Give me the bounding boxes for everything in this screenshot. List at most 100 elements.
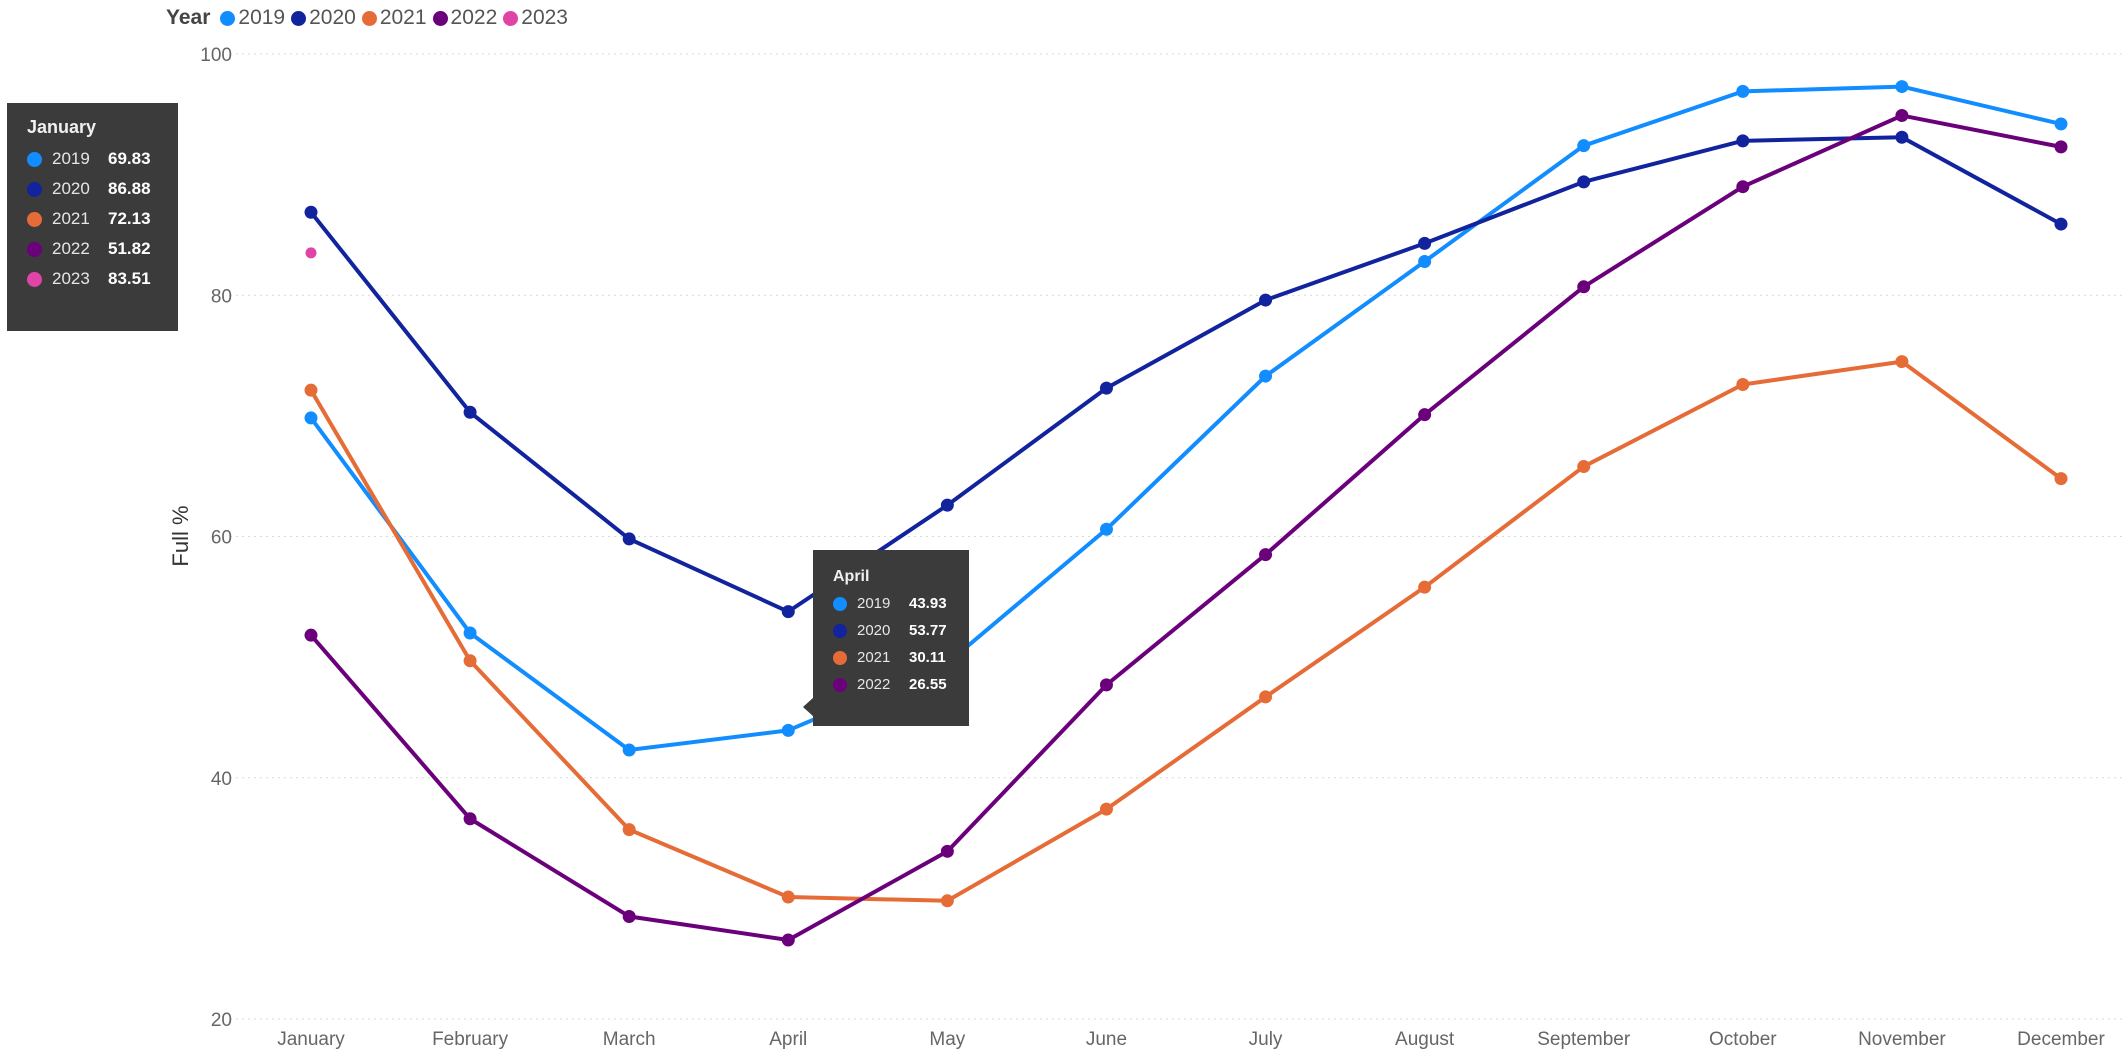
data-point[interactable] [940,844,954,858]
data-point[interactable] [463,626,477,640]
data-point[interactable] [1259,369,1273,383]
tooltip-row: 2021 30.11 [833,644,949,671]
series-2021 [304,355,2068,908]
data-point[interactable] [1418,254,1432,268]
tooltip-year: 2022 [857,676,891,693]
data-point[interactable] [304,628,318,642]
data-point[interactable] [463,405,477,419]
tooltip-pointer-icon [803,697,814,717]
legend-dot-icon [503,10,519,26]
tooltip-value: 69.83 [108,149,151,168]
legend-item-2021[interactable]: 2021 [361,6,427,30]
y-tick-label: 20 [211,1010,232,1031]
legend-item-2020[interactable]: 2020 [291,6,356,30]
legend-title: Year [166,6,211,29]
x-tick-label: January [277,1029,345,1050]
x-tick-label: February [432,1029,509,1050]
data-point[interactable] [1259,293,1273,307]
x-tick-label: March [603,1029,656,1050]
data-point[interactable] [1895,355,1909,369]
data-point[interactable] [1577,460,1591,474]
legend-dot-icon [361,10,377,26]
data-point[interactable] [1895,130,1909,144]
legend-label: 2023 [521,6,568,29]
data-point[interactable] [622,743,636,757]
data-point[interactable] [1099,802,1113,816]
data-point[interactable] [781,890,795,904]
data-point[interactable] [1099,522,1113,536]
data-point[interactable] [1259,548,1273,562]
tooltip-title: January [27,117,97,137]
data-point[interactable] [463,654,477,668]
data-point[interactable] [1736,180,1750,194]
data-point[interactable] [1736,378,1750,392]
data-point[interactable] [622,909,636,923]
data-point[interactable] [1577,175,1591,189]
tooltip-row: 2023 83.51 [27,264,160,294]
data-point[interactable] [463,812,477,826]
y-axis-title: Full % [168,505,193,566]
data-point[interactable] [1099,381,1113,395]
data-point[interactable] [781,933,795,947]
tooltip-year: 2023 [52,269,90,288]
legend-item-2023[interactable]: 2023 [503,6,568,30]
series-2020 [304,130,2068,619]
data-point[interactable] [781,723,795,737]
legend-dot-icon [220,10,236,26]
legend-label: 2020 [309,6,356,29]
series-dot-icon [27,241,42,257]
tooltip-year: 2020 [52,179,90,198]
data-point[interactable] [1099,678,1113,692]
data-point[interactable] [1895,109,1909,123]
x-tick-label: April [769,1029,807,1050]
data-point[interactable] [305,247,317,259]
x-tick-label: July [1249,1029,1283,1050]
data-point[interactable] [1577,280,1591,294]
tooltip-year: 2021 [52,209,90,228]
series-lines [304,80,2068,947]
data-point[interactable] [2054,140,2068,154]
x-tick-label: September [1537,1029,1631,1050]
tooltip-row: 2022 26.55 [833,671,949,698]
data-point[interactable] [1418,408,1432,422]
data-point[interactable] [622,532,636,546]
data-point[interactable] [622,823,636,837]
y-tick-label: 80 [211,286,232,307]
x-tick-label: October [1709,1029,1777,1050]
data-point[interactable] [940,894,954,908]
series-line [309,135,2062,614]
data-point[interactable] [1736,134,1750,148]
data-point[interactable] [304,411,318,425]
series-line [309,113,2062,942]
legend-label: 2021 [379,6,427,29]
data-point[interactable] [781,605,795,619]
data-point[interactable] [304,205,318,219]
data-point[interactable] [2054,472,2068,486]
legend-item-2022[interactable]: 2022 [432,6,497,30]
data-point[interactable] [1418,580,1432,594]
data-point[interactable] [1418,236,1432,250]
data-point[interactable] [1577,139,1591,153]
data-point[interactable] [2054,117,2068,131]
tooltip-value: 30.11 [909,649,946,666]
data-point[interactable] [304,383,318,397]
tooltip-row: 2021 72.13 [27,204,160,234]
series-2022 [304,109,2068,947]
tooltip-april: April 2019 43.93 2020 53.77 2021 30.11 2… [813,550,969,726]
data-point[interactable] [1736,84,1750,98]
series-dot-icon [833,596,847,611]
tooltip-year: 2022 [52,239,90,258]
tooltip-year: 2020 [857,622,891,639]
tooltip-value: 26.55 [909,676,947,693]
data-point[interactable] [1259,690,1273,704]
tooltip-value: 86.88 [108,179,151,198]
data-point[interactable] [2054,217,2068,231]
data-point[interactable] [940,498,954,512]
legend-item-2019[interactable]: 2019 [220,6,285,30]
y-tick-label: 60 [211,528,232,549]
tooltip-value: 43.93 [909,595,947,612]
data-point[interactable] [1895,80,1909,94]
y-tick-label: 40 [211,769,232,790]
series-dot-icon [833,623,847,638]
gridlines [230,53,2123,1020]
